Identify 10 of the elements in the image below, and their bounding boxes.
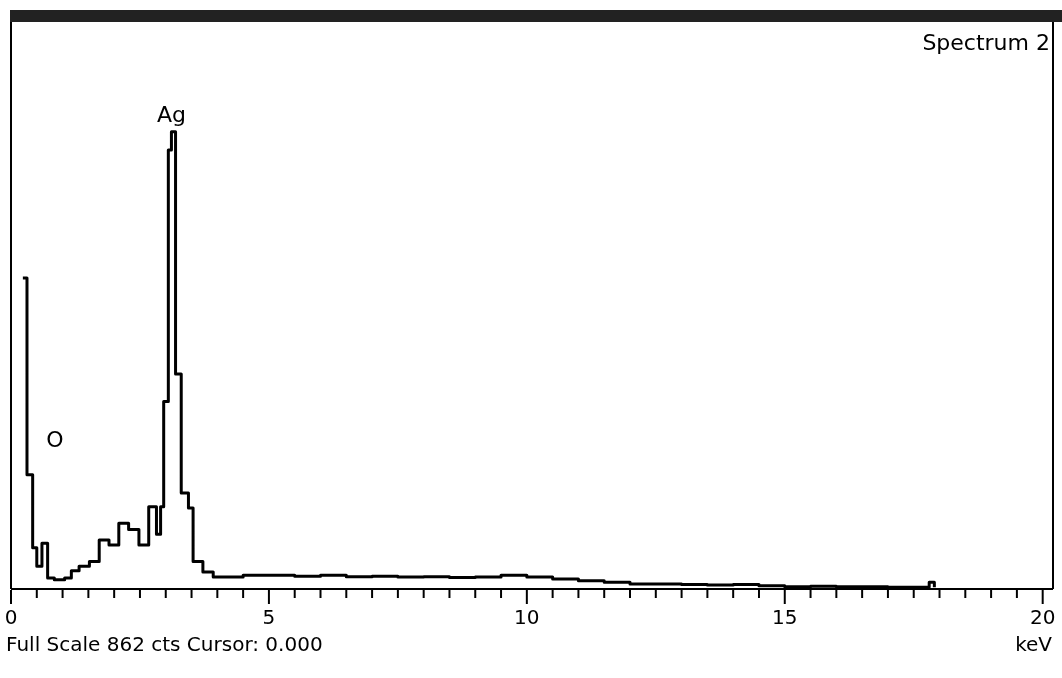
chart-title: Spectrum 2 [922,30,1050,55]
annotation: O [46,426,64,452]
x-tick-label: 10 [514,605,540,629]
x-tick-label: 5 [262,605,276,629]
text: Full Scale 862 cts Cursor: 0.000 [6,632,323,656]
x-tick-label: 0 [4,605,18,629]
x-tick-label: 20 [1029,605,1056,629]
x-tick-label: 15 [772,605,798,629]
x-axis-title: keV [1015,632,1053,656]
annotation: Ag [156,101,186,127]
